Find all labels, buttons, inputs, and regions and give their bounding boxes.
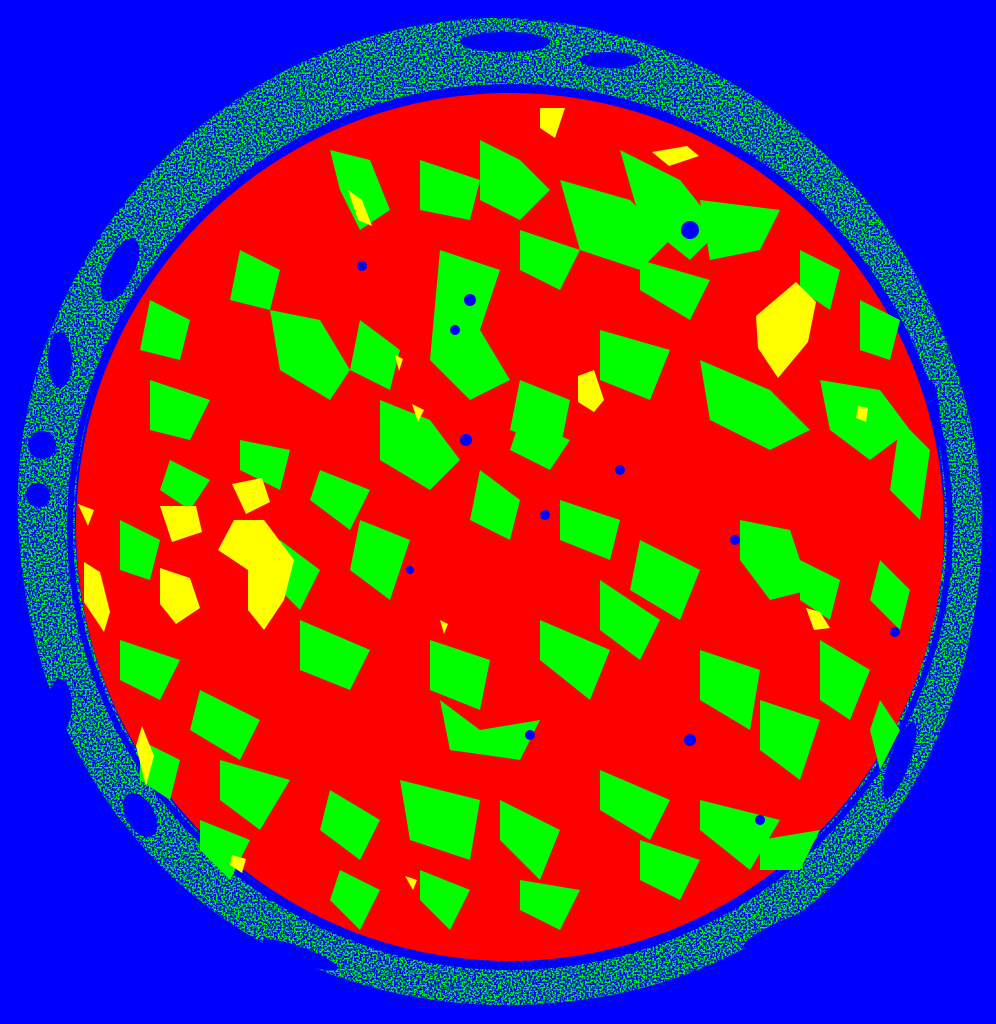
yellow-inclusions	[78, 108, 868, 890]
inner-gap-ring	[67, 84, 953, 970]
intergrain-network	[120, 140, 930, 930]
shell-voids	[26, 32, 940, 971]
